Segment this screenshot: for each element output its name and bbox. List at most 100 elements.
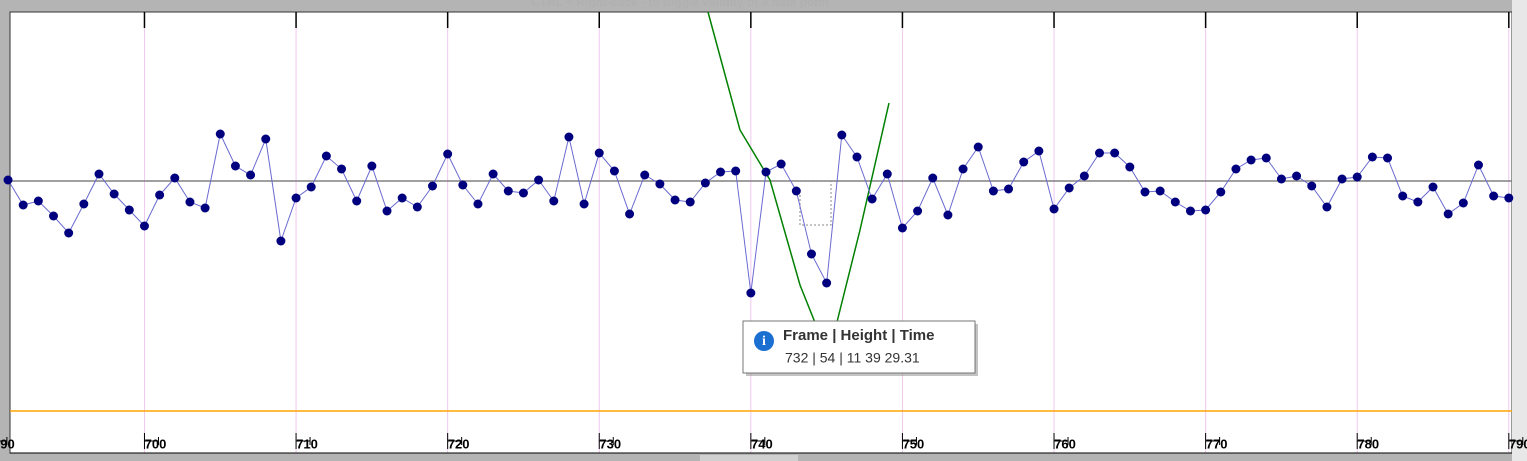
data-point — [1398, 191, 1408, 201]
data-point — [367, 161, 377, 171]
data-point — [564, 132, 574, 142]
data-point — [1110, 148, 1120, 158]
data-point — [458, 180, 468, 190]
data-point — [1049, 204, 1059, 214]
x-tick-label: 750 — [903, 436, 925, 451]
bottom-tick — [1356, 433, 1372, 449]
data-point — [1095, 148, 1105, 158]
info-icon — [754, 331, 774, 351]
data-point — [958, 164, 968, 174]
data-point — [261, 134, 271, 144]
data-point — [1140, 187, 1150, 197]
data-point — [776, 159, 786, 169]
data-point — [49, 211, 59, 221]
data-point — [503, 186, 513, 196]
data-point — [1458, 198, 1468, 208]
x-tick-label: 740 — [751, 436, 773, 451]
data-point — [246, 170, 256, 180]
data-point — [1155, 186, 1165, 196]
x-tick-label: 720 — [448, 436, 470, 451]
data-point — [867, 194, 877, 204]
data-point — [670, 195, 680, 205]
data-point — [534, 175, 544, 185]
data-point — [1383, 153, 1393, 163]
data-point — [200, 203, 210, 213]
data-point — [230, 161, 240, 171]
data-point — [139, 221, 149, 231]
data-point — [321, 151, 331, 161]
data-point — [579, 199, 589, 209]
bottom-tick — [0, 437, 8, 445]
x-tick-label: 780 — [1357, 436, 1379, 451]
data-point — [973, 142, 983, 152]
data-point — [291, 193, 301, 203]
data-point — [913, 206, 923, 216]
data-point — [397, 193, 407, 203]
data-point — [1504, 193, 1514, 203]
data-point — [64, 228, 74, 238]
data-point — [837, 130, 847, 140]
data-point — [79, 199, 89, 209]
data-point — [1034, 146, 1044, 156]
data-point — [928, 173, 938, 183]
data-point — [746, 288, 756, 298]
data-point — [337, 164, 347, 174]
data-point — [1064, 183, 1074, 193]
data-point — [518, 188, 528, 198]
tooltip-text: 732 | 54 | 11 39 29.31 — [785, 350, 920, 366]
fit-curve — [707, 11, 819, 331]
hint: CTRL + Right-click - to toggle validity … — [531, 0, 829, 9]
tooltip: i Frame | Height | Time 732 | 54 | 11 39… — [742, 320, 978, 376]
x-tick-label: 700 — [145, 436, 167, 451]
data-point — [109, 189, 119, 199]
data-point — [124, 205, 134, 215]
data-point — [185, 197, 195, 207]
x-tick-label: 690 — [0, 436, 15, 451]
data-point — [1367, 152, 1377, 162]
data-point — [1019, 157, 1029, 167]
data-point — [1079, 171, 1089, 181]
data-point — [1428, 182, 1438, 192]
data-point — [488, 169, 498, 179]
data-point — [1246, 155, 1256, 165]
data-point — [1276, 174, 1286, 184]
plot-area — [9, 11, 1513, 454]
data-point — [731, 166, 741, 176]
data-point — [1322, 202, 1332, 212]
data-point — [33, 196, 43, 206]
data-point — [306, 182, 316, 192]
data-point — [1489, 191, 1499, 201]
data-point — [215, 129, 225, 139]
data-point — [1352, 172, 1362, 182]
x-tick-label: 790 — [1509, 436, 1527, 451]
x-tick-label: 710 — [296, 436, 318, 451]
data-point — [1443, 209, 1453, 219]
data-point — [549, 196, 559, 206]
series — [3, 129, 1514, 298]
data-point — [1307, 181, 1317, 191]
data-point — [791, 186, 801, 196]
data-point — [1292, 171, 1302, 181]
data-point — [685, 197, 695, 207]
data-point — [443, 149, 453, 159]
data-point — [1170, 197, 1180, 207]
data-point — [1004, 184, 1014, 194]
x-tick-label: 760 — [1054, 436, 1076, 451]
scrollbar[interactable] — [1512, 0, 1527, 461]
series-line — [7, 132, 1509, 294]
tooltip-title: Frame | Height | Time — [783, 327, 935, 344]
reference-lines — [10, 180, 1512, 412]
bottom-tick — [1053, 433, 1069, 449]
data-point — [640, 170, 650, 180]
data-point — [382, 206, 392, 216]
data-point — [1216, 187, 1226, 197]
data-point — [473, 199, 483, 209]
bottom-tick — [750, 433, 766, 449]
bottom-tick — [598, 433, 614, 449]
scroll-thumb[interactable] — [700, 455, 798, 461]
data-point — [94, 169, 104, 179]
fit-curve — [834, 102, 890, 331]
data-point — [625, 209, 635, 219]
x-tick-label: 770 — [1206, 436, 1228, 451]
